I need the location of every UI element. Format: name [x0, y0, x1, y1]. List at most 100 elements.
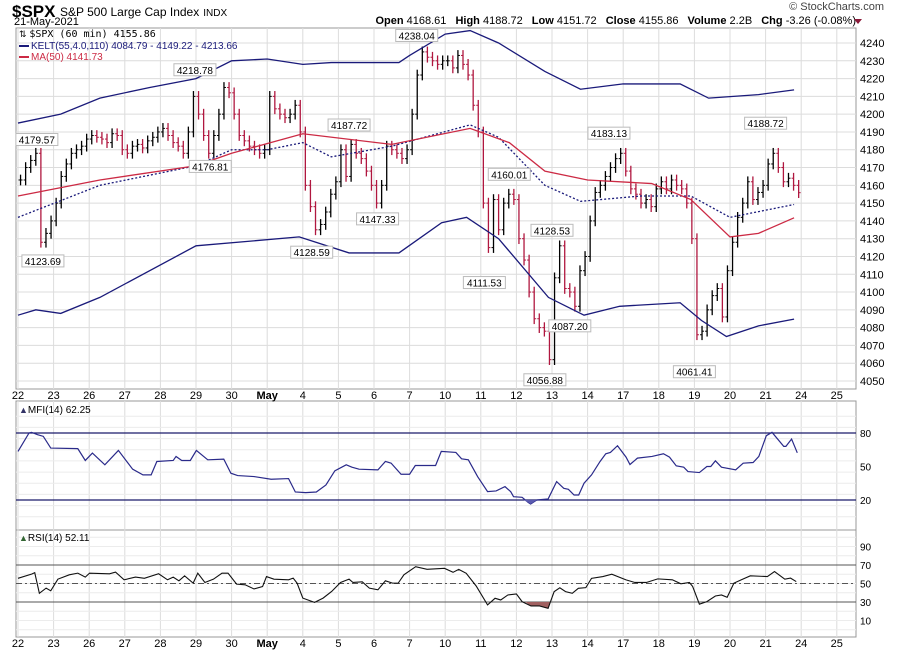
price-annotation: 4128.53 — [530, 223, 574, 237]
price-bar — [150, 131, 155, 147]
x-tick-label: 29 — [190, 390, 202, 402]
price-bar — [196, 91, 201, 120]
price-bar — [725, 265, 730, 323]
rsi-line — [17, 566, 797, 609]
price-bar — [313, 201, 318, 236]
price-annotation: 4123.69 — [21, 254, 65, 268]
price-bar — [705, 304, 710, 337]
price-bar — [74, 144, 79, 159]
price-bar — [277, 103, 282, 120]
price-bar — [557, 240, 562, 284]
high-value: 4188.72 — [482, 15, 523, 27]
price-panel — [15, 27, 857, 390]
legend-price[interactable]: ⇅ $SPX (60 min) 4155.86 — [19, 29, 156, 40]
x-tick-label: 22 — [12, 390, 24, 402]
legend-ma[interactable]: MA(50) 4141.73 — [19, 52, 103, 63]
x-tick-label: 27 — [119, 390, 131, 402]
legend-rsi-text: RSI(14) 52.11 — [27, 533, 90, 544]
y-tick-label: 4160 — [860, 180, 884, 192]
y-tick-label: 50 — [860, 463, 872, 474]
price-bar — [674, 174, 679, 191]
price-bar — [415, 69, 420, 120]
legend-price-text: $SPX (60 min) 4155.86 — [29, 29, 156, 40]
legend-rsi[interactable]: ▲RSI(14) 52.11 — [19, 533, 89, 544]
x-tick-label: 18 — [653, 638, 665, 650]
y-tick-label: 4240 — [860, 38, 884, 50]
brand-watermark[interactable]: © StockCharts.com — [789, 1, 884, 13]
ma-swatch — [19, 56, 29, 59]
down-arrow-icon — [854, 19, 862, 24]
price-bar — [232, 87, 237, 120]
price-bar — [38, 147, 43, 248]
price-annotation: 4111.53 — [462, 276, 506, 290]
price-bar — [771, 147, 776, 170]
price-bar — [506, 188, 511, 209]
price-annotation: 4087.20 — [548, 319, 592, 333]
price-bar — [689, 197, 694, 245]
price-bar — [730, 236, 735, 277]
indicator-icon: ▲ — [19, 405, 28, 415]
annotation-box — [672, 365, 716, 379]
legend-kelt[interactable]: KELT(55,4.0,110) 4084.79 - 4149.22 - 421… — [19, 41, 237, 52]
legend-kelt-text: KELT(55,4.0,110) 4084.79 - 4149.22 - 421… — [31, 41, 238, 52]
x-tick-label: 5 — [335, 638, 341, 650]
price-bar — [791, 172, 796, 191]
price-bar — [471, 69, 476, 111]
price-bar — [333, 176, 338, 200]
price-bar — [613, 153, 618, 173]
price-bar — [323, 206, 328, 230]
price-bar — [511, 188, 516, 205]
x-tick-label: 14 — [581, 638, 593, 650]
price-bar — [425, 46, 430, 63]
price-bar — [710, 290, 715, 316]
annotation-label: 4061.41 — [676, 368, 713, 379]
price-bar — [735, 212, 740, 248]
annotation-box — [327, 118, 371, 132]
x-tick-label: 10 — [439, 638, 451, 650]
price-bar — [359, 147, 364, 164]
annotation-box — [548, 319, 592, 333]
series-kelt-lower — [17, 216, 795, 338]
security-name: S&P 500 Large Cap Index INDX — [60, 5, 227, 19]
price-bar — [145, 135, 150, 154]
price-bar — [349, 139, 354, 182]
annotation-box — [395, 28, 439, 42]
price-bar — [211, 130, 216, 159]
x-tick-label: 25 — [831, 390, 843, 402]
y-tick-label: 70 — [860, 561, 872, 572]
price-bar — [59, 171, 64, 209]
y-tick-label: 4140 — [860, 216, 884, 228]
x-tick-label: 19 — [688, 638, 700, 650]
annotation-box — [587, 126, 631, 140]
price-bar — [623, 147, 628, 177]
price-annotation: 4056.88 — [523, 373, 567, 387]
price-bar — [181, 140, 186, 159]
price-bar — [455, 50, 460, 74]
annotation-label: 4111.53 — [467, 279, 502, 290]
price-bar — [501, 197, 506, 236]
open-value: 4168.61 — [406, 15, 447, 27]
y-tick-label: 4110 — [860, 269, 884, 281]
price-bar — [166, 123, 171, 141]
price-bar — [583, 251, 588, 277]
legend-mfi[interactable]: ▲MFI(14) 62.25 — [19, 405, 91, 416]
price-bar — [84, 133, 89, 152]
price-bar — [644, 194, 649, 209]
annotation-box — [356, 212, 400, 226]
price-bar — [186, 126, 191, 159]
x-tick-label: 28 — [154, 390, 166, 402]
price-annotation: 4238.04 — [395, 28, 439, 42]
annotation-label: 4128.59 — [294, 248, 331, 259]
price-bar — [94, 130, 99, 143]
y-tick-label: 4180 — [860, 145, 884, 157]
high-label: High — [455, 15, 480, 27]
y-tick-label: 4100 — [860, 287, 884, 299]
x-tick-label: 23 — [47, 390, 59, 402]
price-bar — [567, 283, 572, 298]
annotation-box — [188, 159, 232, 173]
y-tick-label: 10 — [860, 617, 872, 628]
price-bar — [318, 219, 323, 236]
price-bar — [486, 197, 491, 253]
annotation-box — [744, 116, 788, 130]
price-bar — [720, 283, 725, 323]
